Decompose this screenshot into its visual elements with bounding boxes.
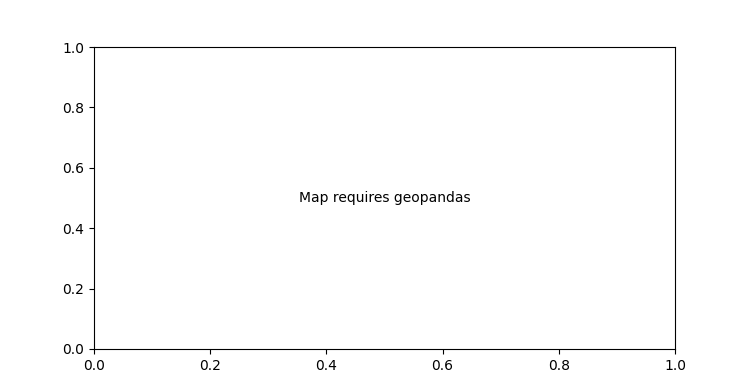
Text: Map requires geopandas: Map requires geopandas: [298, 191, 470, 205]
